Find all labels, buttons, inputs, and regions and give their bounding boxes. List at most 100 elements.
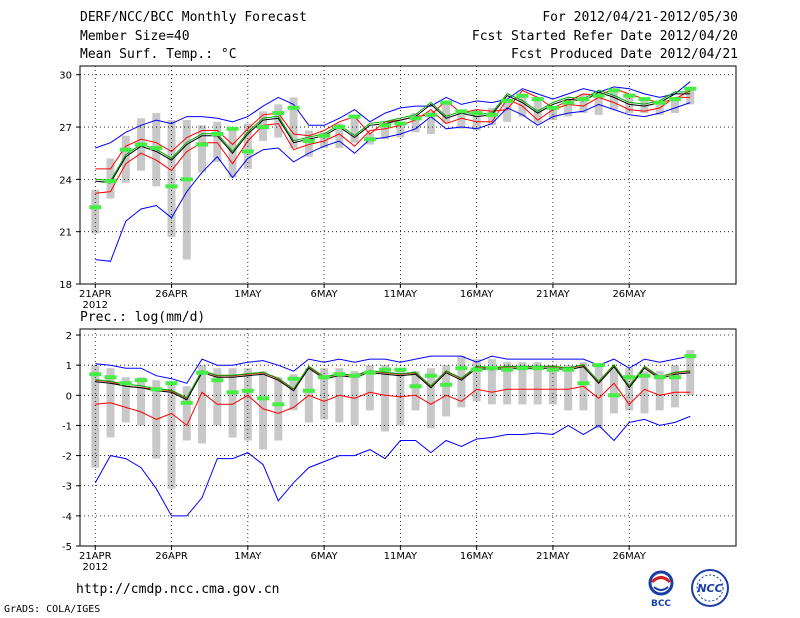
spread-box [594,365,603,429]
x-tick-label: 21MAY [536,551,570,562]
y-tick-label: -1 [62,421,72,432]
obs-marker [531,97,544,102]
spread-box [640,371,649,414]
site-url[interactable]: http://cmdp.ncc.cma.gov.cn [76,582,280,597]
spread-box [533,362,542,405]
obs-marker [135,378,148,383]
spread-box [548,365,557,405]
obs-marker [363,370,376,375]
obs-marker [607,393,620,398]
y-tick-label: 30 [59,71,72,82]
x-tick-label: 11MAY [384,289,418,300]
obs-marker [501,98,514,103]
spread-box [564,365,573,411]
obs-marker [562,367,575,372]
spread-box [472,359,481,402]
obs-marker [119,147,132,152]
x-tick-label: 21MAY [536,289,570,300]
obs-marker [485,366,498,371]
y-tick-label: 1 [66,361,72,372]
spread-box [381,365,390,432]
obs-marker [379,123,392,128]
variable-label: Mean Surf. Temp.: °C [80,47,237,62]
x-tick-label: 26APR [155,289,188,300]
spread-box [213,368,222,426]
spread-box [426,368,435,429]
y-tick-label: -4 [62,512,72,523]
series-p10 [95,96,691,194]
spread-box [609,368,618,414]
spread-box [91,365,100,468]
spread-box [426,111,435,135]
spread-box [442,102,451,124]
y-tick-label: -3 [62,482,72,493]
spread-box [350,118,359,143]
ncc-logo: NCC [691,569,729,607]
spread-box [320,132,329,148]
obs-marker [165,184,178,189]
obs-marker [333,125,346,130]
bcc-logo: BCC [648,570,674,608]
obs-marker [119,381,132,386]
spread-box [259,371,268,450]
obs-marker [180,177,193,182]
spread-box [213,121,222,162]
obs-marker [150,145,163,150]
obs-marker [470,367,483,372]
spread-box [304,130,313,157]
x-tick-label: 26MAY [612,551,646,562]
spread-box [686,90,695,105]
precip-panel-label: Prec.: log(mm/d) [80,310,206,325]
spread-box [198,365,207,444]
obs-marker [607,88,620,93]
series-min [95,102,691,262]
obs-marker [623,375,636,380]
spread-box [564,99,573,117]
obs-marker [394,121,407,126]
x-tick-label: 6MAY [311,289,339,300]
y-tick-label: -5 [62,542,72,553]
x-tick-label: 26APR [155,551,188,562]
x-tick-label: 16MAY [460,289,494,300]
obs-marker [424,373,437,378]
obs-marker [455,366,468,371]
obs-marker [653,100,666,105]
obs-marker [257,396,270,401]
obs-marker [272,402,285,407]
obs-marker [348,373,361,378]
obs-marker [546,367,559,372]
spread-box [503,102,512,122]
svg-text:NCC: NCC [697,582,722,595]
x-tick-label: 11MAY [384,551,418,562]
obs-marker [592,363,605,368]
x-tick-label: 21APR [79,289,112,300]
spread-box [503,362,512,405]
member-size: Member Size=40 [80,29,190,44]
spread-box [274,104,283,138]
svg-text:BCC: BCC [651,599,671,608]
spread-box [594,92,603,115]
obs-marker [348,114,361,119]
obs-marker [653,375,666,380]
x-tick-year: 2012 [83,300,108,311]
obs-marker [485,112,498,117]
x-tick-label: 6MAY [311,551,339,562]
plot-frame [79,328,737,547]
spread-box [106,158,115,199]
spread-box [411,113,420,133]
series-mean [95,91,691,184]
series-median [95,363,691,399]
obs-marker [577,381,590,386]
obs-marker [89,205,102,210]
obs-marker [546,105,559,110]
series-p10 [95,382,691,427]
spread-box [121,135,130,183]
obs-marker [196,142,209,147]
spread-box [670,97,679,114]
obs-marker [318,375,331,380]
obs-marker [196,370,209,375]
x-tick-label: 26MAY [612,289,646,300]
obs-marker [623,93,636,98]
